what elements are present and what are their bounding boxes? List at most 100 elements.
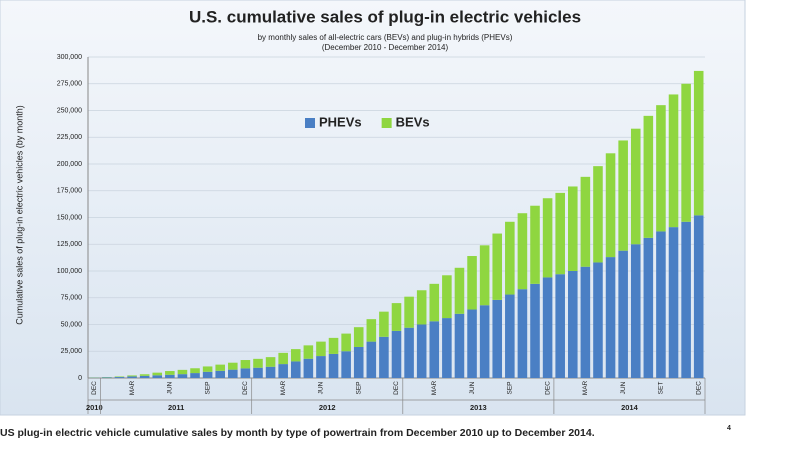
y-tick-label: 125,000 — [57, 241, 82, 248]
x-tick-label: DEC — [695, 381, 702, 395]
x-tick-label: MAR — [431, 380, 438, 395]
bar-segment — [178, 370, 188, 374]
year-label: 2013 — [470, 403, 487, 412]
bar-segment — [429, 321, 439, 378]
legend-label: BEVs — [396, 114, 430, 129]
bar-segment — [165, 375, 175, 378]
x-tick-label: MAR — [582, 380, 589, 395]
bar-segment — [203, 372, 213, 378]
bar-segment — [152, 373, 162, 376]
bar-segment — [291, 361, 301, 378]
bar-segment — [669, 227, 679, 378]
y-tick-label: 250,000 — [57, 107, 82, 114]
bar-segment — [228, 370, 238, 378]
bar-segment — [429, 284, 439, 321]
bar-segment — [656, 231, 666, 378]
bar-segment — [316, 356, 326, 378]
y-tick-label: 150,000 — [57, 214, 82, 221]
bar-segment — [631, 129, 641, 245]
bar-segment — [555, 274, 565, 378]
bar-segment — [253, 359, 263, 368]
y-tick-label: 175,000 — [57, 188, 82, 195]
bar-segment — [115, 377, 125, 378]
bar-segment — [165, 371, 175, 375]
x-tick-label: DEC — [91, 381, 98, 395]
bar-segment — [455, 314, 465, 378]
bar-segment — [392, 303, 402, 331]
bar-segment — [505, 295, 515, 378]
bar-segment — [530, 206, 540, 284]
legend-swatch — [382, 118, 392, 128]
chart-subtitle: (December 2010 - December 2014) — [322, 43, 449, 52]
bar-segment — [656, 105, 666, 231]
y-tick-label: 300,000 — [57, 54, 82, 61]
bar-segment — [291, 349, 301, 361]
x-tick-label: SEP — [507, 381, 514, 394]
bar-segment — [581, 177, 591, 267]
bar-segment — [442, 275, 452, 318]
x-tick-label: JUN — [167, 381, 174, 394]
x-tick-label: JUN — [318, 381, 325, 394]
bar-segment — [203, 366, 213, 371]
year-label: 2014 — [621, 403, 639, 412]
bar-segment — [568, 271, 578, 378]
bar-segment — [341, 351, 351, 378]
legend-label: PHEVs — [319, 114, 362, 129]
y-tick-label: 275,000 — [57, 81, 82, 88]
bar-segment — [316, 342, 326, 356]
bar-segment — [329, 338, 339, 354]
bar-segment — [304, 345, 314, 358]
bar-segment — [329, 354, 339, 378]
bar-segment — [266, 367, 276, 378]
bar-segment — [581, 267, 591, 378]
bar-segment — [127, 375, 137, 376]
bar-segment — [644, 238, 654, 378]
y-tick-label: 225,000 — [57, 134, 82, 141]
y-tick-label: 50,000 — [61, 321, 83, 328]
footnote-mark: 4 — [727, 425, 731, 432]
bar-segment — [618, 140, 628, 250]
year-label: 2012 — [319, 403, 336, 412]
bar-segment — [681, 222, 691, 378]
bar-segment — [618, 251, 628, 378]
y-axis-label: Cumulative sales of plug-in electric veh… — [14, 105, 24, 325]
bar-segment — [278, 353, 288, 364]
bar-segment — [606, 153, 616, 257]
x-tick-label: DEC — [544, 381, 551, 395]
bar-segment — [593, 166, 603, 262]
y-tick-label: 200,000 — [57, 161, 82, 168]
bar-segment — [215, 365, 225, 371]
bar-segment — [455, 268, 465, 314]
bar-segment — [530, 284, 540, 378]
bar-segment — [115, 377, 125, 378]
bar-segment — [669, 94, 679, 227]
year-label: 2011 — [168, 403, 184, 412]
bar-segment — [228, 363, 238, 370]
x-tick-label: SEP — [355, 381, 362, 394]
bar-segment — [681, 84, 691, 222]
bar-segment — [215, 371, 225, 378]
chart-subtitle: by monthly sales of all-electric cars (B… — [258, 33, 513, 42]
x-tick-label: MAR — [280, 380, 287, 395]
bar-segment — [127, 376, 137, 378]
bar-segment — [555, 193, 565, 274]
bar-segment — [392, 331, 402, 378]
bar-segment — [492, 234, 502, 300]
bar-segment — [492, 300, 502, 378]
bar-segment — [417, 325, 427, 379]
bar-segment — [568, 186, 578, 271]
bar-segment — [694, 71, 704, 215]
bar-segment — [467, 310, 477, 378]
x-tick-label: SET — [658, 382, 665, 395]
bar-segment — [367, 319, 377, 341]
y-tick-label: 25,000 — [61, 348, 83, 355]
bar-segment — [404, 297, 414, 328]
y-tick-label: 0 — [78, 375, 82, 382]
bar-segment — [644, 116, 654, 238]
bar-segment — [631, 244, 641, 378]
bar-segment — [341, 334, 351, 352]
bar-segment — [417, 290, 427, 324]
bar-segment — [694, 215, 704, 378]
bar-segment — [304, 359, 314, 378]
